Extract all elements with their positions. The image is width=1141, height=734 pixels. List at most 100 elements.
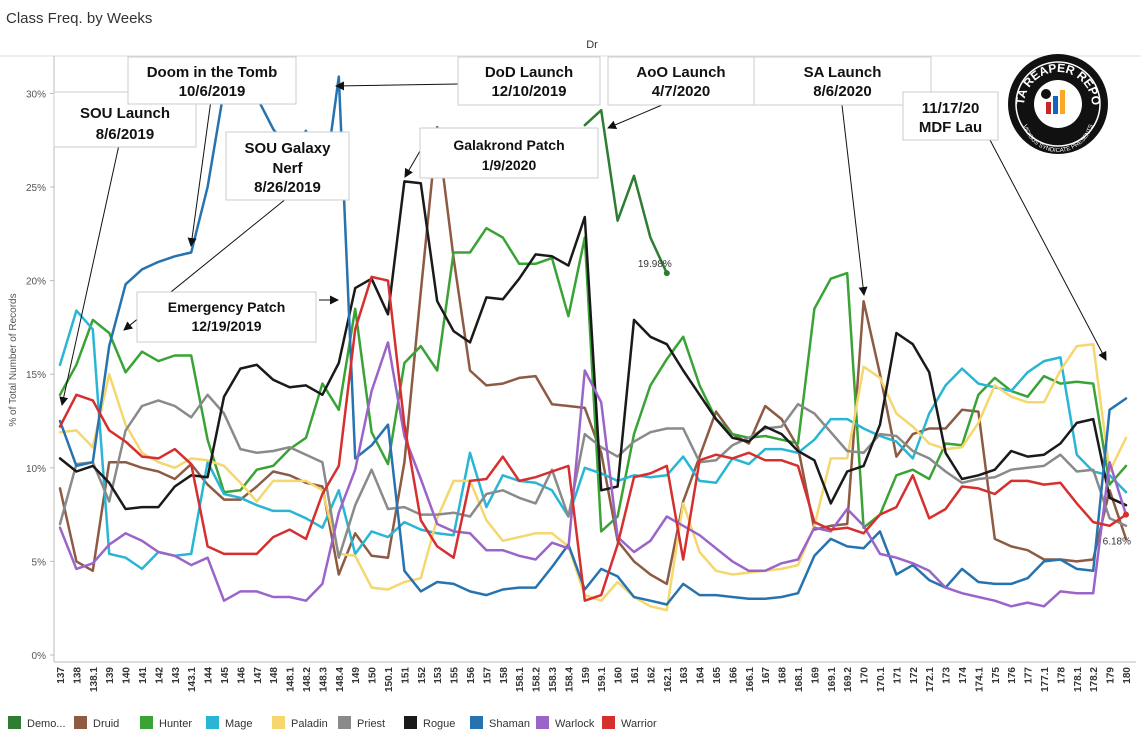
x-tick-label: 158.1: [515, 667, 526, 692]
x-tick-label: 150.1: [384, 667, 395, 692]
logo-badge: DATA REAPER REPORT VICIOUS SYNDICATE PRE…: [1008, 54, 1108, 154]
x-tick-label: 167: [761, 667, 772, 684]
legend-item-warlock[interactable]: Warlock: [536, 716, 595, 730]
x-tick-label: 170: [860, 667, 871, 684]
legend-item-demo[interactable]: Demo...: [8, 716, 66, 730]
annotation-sou-galaxy-nerf: SOU Galaxy Nerf 8/26/2019: [123, 131, 350, 331]
x-tick-label: 166.1: [745, 667, 756, 692]
x-tick-label: 137: [56, 667, 67, 684]
data-label: 6.18%: [1103, 537, 1131, 548]
x-tick-label: 169.1: [827, 667, 838, 692]
x-ticks: 137 138 138.1 139 140 141 142 143 143.1 144 145 146…: [56, 667, 1133, 692]
series-line-mage: [58, 309, 1128, 571]
x-tick-label: 174.1: [974, 667, 985, 692]
legend-item-mage[interactable]: Mage: [206, 716, 253, 730]
x-tick-label: 179: [1106, 667, 1117, 684]
legend-item-rogue[interactable]: Rogue: [404, 716, 455, 730]
x-tick-label: 161: [630, 667, 641, 684]
legend-label: Warlock: [555, 718, 595, 730]
x-tick-label: 148.4: [335, 667, 346, 692]
legend-label: Druid: [93, 718, 119, 730]
x-tick-label: 158.4: [564, 667, 575, 692]
x-tick-label: 158: [499, 667, 510, 684]
x-tick-label: 159: [581, 667, 592, 684]
legend-item-hunter[interactable]: Hunter: [140, 716, 192, 730]
x-tick-label: 150: [368, 667, 379, 684]
y-tick-label: 30%: [26, 89, 46, 100]
x-tick-label: 157: [482, 667, 493, 684]
series-line-druid: [58, 125, 1128, 586]
legend-label: Demo...: [27, 718, 66, 730]
x-tick-label: 142: [154, 667, 165, 684]
annotation-text: Nerf: [272, 160, 303, 177]
annotation-text: SA Launch: [804, 64, 882, 81]
annotation-box: [457, 56, 601, 106]
x-tick-label: 143.1: [187, 667, 198, 692]
x-tick-label: 149: [351, 667, 362, 684]
x-tick-label: 180: [1122, 667, 1133, 684]
data-point-marker: [1123, 511, 1129, 518]
x-tick-label: 152: [417, 667, 428, 684]
series-line-warrior: [58, 275, 1128, 602]
y-tick-label: 10%: [26, 464, 46, 475]
y-tick-label: 20%: [26, 277, 46, 288]
annotation-aoo-launch: AoO Launch 4/7/2020: [607, 56, 755, 130]
legend-swatch: [74, 716, 87, 729]
annotation-text: AoO Launch: [636, 64, 725, 81]
annotation-sa-launch: SA Launch 8/6/2020: [753, 56, 932, 296]
annotation-text: 8/26/2019: [254, 179, 321, 196]
legend-swatch: [404, 716, 417, 729]
annotation-text: 12/19/2019: [191, 318, 261, 334]
annotation-text: MDF Lau: [919, 119, 982, 136]
legend-swatch: [470, 716, 483, 729]
x-tick-label: 155: [450, 667, 461, 684]
annotation-box: [136, 291, 317, 343]
annotation-text: Doom in the Tomb: [147, 64, 278, 81]
x-tick-label: 138: [72, 667, 83, 684]
legend-label: Warrior: [621, 718, 657, 730]
annotation-box: [753, 56, 932, 106]
annotation-box: [127, 56, 297, 105]
x-tick-label: 163: [679, 667, 690, 684]
page-title: Class Freq. by Weeks: [6, 10, 153, 27]
legend-item-druid[interactable]: Druid: [74, 716, 119, 730]
legend-item-shaman[interactable]: Shaman: [470, 716, 530, 730]
x-tick-label: 178.1: [1073, 667, 1084, 692]
legend-item-priest[interactable]: Priest: [338, 716, 385, 730]
annotation-text: SOU Galaxy: [245, 140, 332, 157]
legend-item-paladin[interactable]: Paladin: [272, 716, 328, 730]
x-tick-label: 141: [138, 667, 149, 684]
legend-swatch: [338, 716, 351, 729]
column-header: Dr: [586, 39, 598, 51]
annotation-arrow: [59, 121, 125, 406]
legend-swatch: [272, 716, 285, 729]
x-tick-label: 146: [236, 667, 247, 684]
x-tick-label: 162: [646, 667, 657, 684]
legend-label: Priest: [357, 718, 385, 730]
annotation-text: 8/6/2019: [96, 126, 154, 143]
x-tick-label: 151: [400, 667, 411, 684]
annotation-text: Emergency Patch: [168, 299, 286, 315]
x-tick-label: 140: [122, 667, 133, 684]
annotation-box: [419, 127, 599, 179]
x-tick-label: 145: [220, 667, 231, 684]
x-tick-label: 164: [696, 667, 707, 684]
legend-item-warrior[interactable]: Warrior: [602, 716, 657, 730]
x-tick-label: 156: [466, 667, 477, 684]
x-tick-label: 138.1: [89, 667, 100, 692]
annotation-doom-tomb: Doom in the Tomb 10/6/2019: [127, 56, 297, 247]
x-tick-label: 148.2: [302, 667, 313, 692]
x-tick-label: 159.1: [597, 667, 608, 692]
x-tick-label: 169.2: [843, 667, 854, 692]
legend-label: Paladin: [291, 718, 328, 730]
annotation-text: 4/7/2020: [652, 83, 710, 100]
x-tick-label: 178.2: [1089, 667, 1100, 692]
legend-swatch: [8, 716, 21, 729]
y-axis-label: % of Total Number of Records: [8, 293, 19, 426]
legend-swatch: [536, 716, 549, 729]
annotation-text: SOU Launch: [80, 105, 170, 122]
annotation-text: 8/6/2020: [813, 83, 871, 100]
x-tick-label: 177.1: [1040, 667, 1051, 692]
y-ticks: 0% 5% 10% 15% 20% 25% 30%: [26, 89, 54, 662]
x-tick-label: 166: [728, 667, 739, 684]
